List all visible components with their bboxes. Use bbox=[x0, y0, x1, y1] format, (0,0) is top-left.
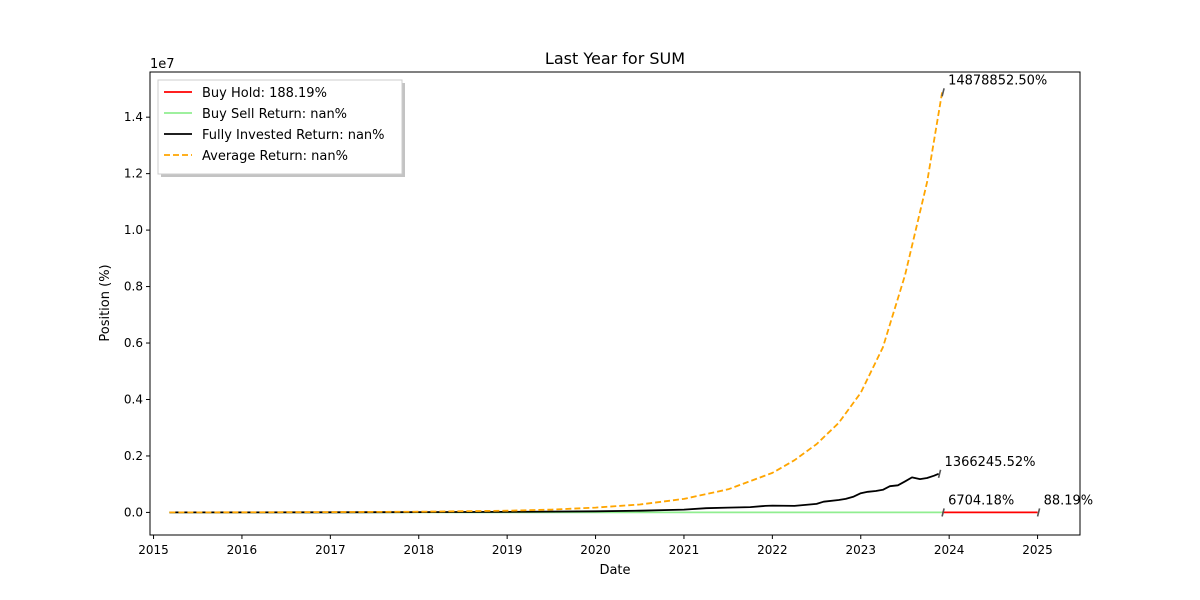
legend: Buy Hold: 188.19% Buy Sell Return: nan% Fu… bbox=[157, 79, 405, 177]
x-tick-label: 2016 bbox=[227, 543, 258, 557]
annotation-label-2: 6704.18% bbox=[948, 493, 1014, 508]
legend-label: Buy Hold: 188.19% bbox=[202, 86, 327, 101]
annotation-marker bbox=[941, 88, 945, 97]
x-tick-label: 2021 bbox=[669, 543, 700, 557]
annotation-label-0: 14878852.50% bbox=[948, 73, 1047, 88]
y-offset-text: 1e7 bbox=[150, 57, 175, 72]
y-tick-label: 0.2 bbox=[124, 449, 143, 463]
y-tick-label: 0.4 bbox=[124, 392, 143, 406]
series-line-3 bbox=[169, 92, 943, 514]
legend-label: Buy Sell Return: nan% bbox=[202, 107, 347, 122]
x-tick-label: 2019 bbox=[492, 543, 523, 557]
x-tick-label: 2020 bbox=[580, 543, 611, 557]
series-line-2 bbox=[169, 472, 939, 514]
y-tick-label: 1.0 bbox=[124, 223, 143, 237]
legend-label: Fully Invested Return: nan% bbox=[202, 128, 385, 143]
y-tick-label: 0.6 bbox=[124, 336, 143, 350]
chart-title: Last Year for SUM bbox=[545, 49, 685, 68]
x-tick-label: 2025 bbox=[1022, 543, 1053, 557]
legend-label: Average Return: nan% bbox=[202, 149, 348, 164]
annotation-label-1: 1366245.52% bbox=[945, 455, 1036, 470]
x-tick-label: 2015 bbox=[138, 543, 169, 557]
plot-layer bbox=[169, 92, 1038, 514]
ticks-layer: 2015 2016 2017 2018 2019 2020 2021 2022 2023 2024… bbox=[124, 73, 1093, 557]
x-tick-label: 2023 bbox=[845, 543, 876, 557]
y-tick-label: 0.0 bbox=[124, 505, 143, 519]
x-axis-label: Date bbox=[599, 563, 630, 578]
y-tick-label: 1.2 bbox=[124, 167, 143, 181]
x-tick-label: 2022 bbox=[757, 543, 788, 557]
annotation-marker bbox=[937, 469, 942, 479]
annotation-marker bbox=[1036, 508, 1041, 517]
x-tick-label: 2017 bbox=[315, 543, 346, 557]
annotation-marker bbox=[941, 508, 945, 517]
y-tick-label: 0.8 bbox=[124, 280, 143, 294]
annotation-label-3: 88.19% bbox=[1044, 493, 1094, 508]
legend-box bbox=[157, 79, 403, 175]
y-axis-label: Position (%) bbox=[98, 264, 113, 341]
x-tick-label: 2024 bbox=[934, 543, 965, 557]
y-tick-label: 1.4 bbox=[124, 110, 143, 124]
x-tick-label: 2018 bbox=[403, 543, 434, 557]
plot-frame bbox=[149, 71, 1081, 536]
